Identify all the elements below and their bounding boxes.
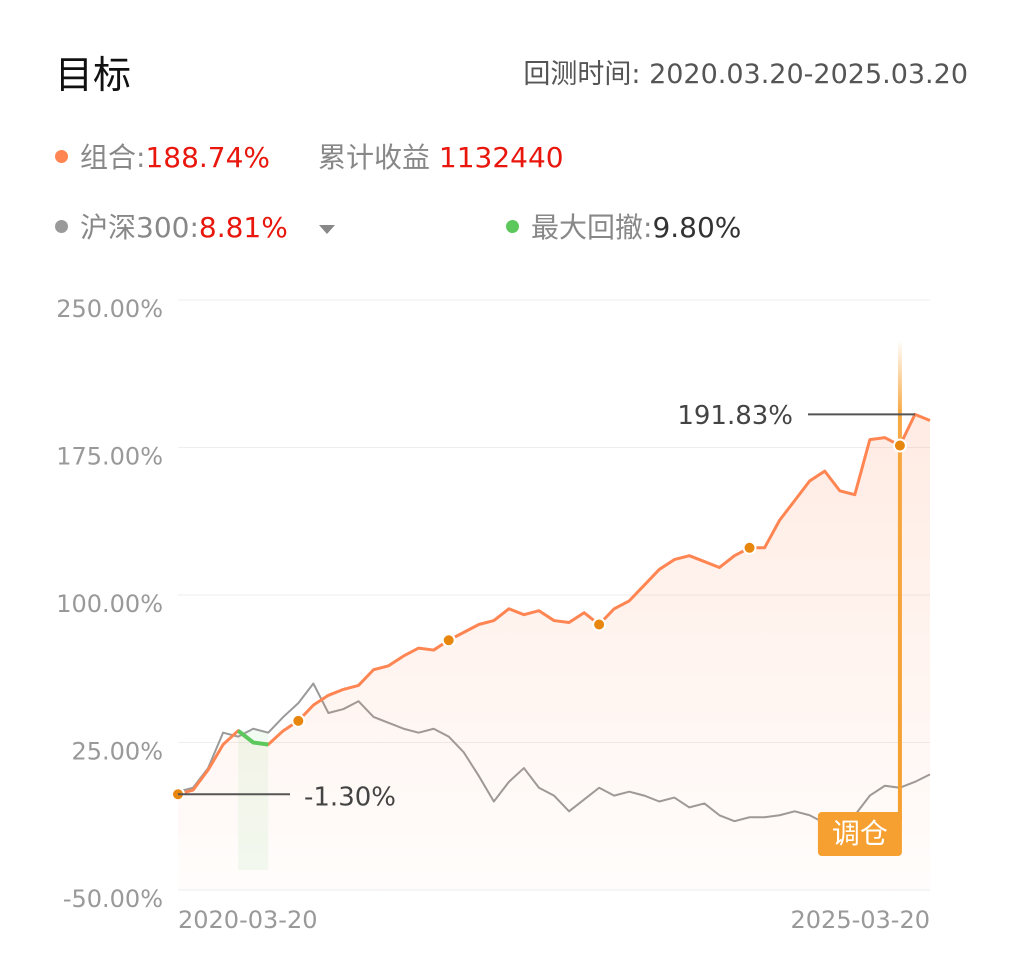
legend-value: 8.81% <box>198 211 288 244</box>
summary: 累计收益 1132440 <box>318 136 564 176</box>
rebalance-marker <box>441 633 456 648</box>
subtitle: 回测时间: 2020.03.20-2025.03.20 <box>523 59 968 90</box>
rebalance-marker <box>592 617 607 632</box>
dropdown-arrow[interactable] <box>318 224 335 234</box>
x-tick-label: 2025-03-20 <box>791 906 930 934</box>
y-tick-label: -50.00% <box>63 885 163 913</box>
legend-label: 沪深300: <box>80 211 199 244</box>
rebalance-label: 调仓 <box>832 817 888 850</box>
x-tick-label: 2020-03-20 <box>178 906 317 934</box>
y-tick-label: 175.00% <box>56 443 163 471</box>
drawdown-line <box>236 729 269 747</box>
legend-dot <box>55 219 68 233</box>
y-tick-label: 250.00% <box>56 295 163 323</box>
legend-value: 188.74% <box>145 141 271 174</box>
area <box>178 414 930 890</box>
drawdown: 最大回撤:9.80% <box>506 206 741 246</box>
legend-row: 组合:188.74% <box>55 136 270 176</box>
drawdown-value: 9.80% <box>652 211 742 244</box>
summary-label: 累计收益 <box>318 141 431 174</box>
rebalance-button[interactable] <box>817 812 902 856</box>
min-label: -1.30% <box>304 783 396 813</box>
rebalance-marker <box>742 540 757 555</box>
legend-dot <box>55 149 68 163</box>
legend-dot <box>506 219 519 233</box>
legend-row: 沪深300:8.81% <box>55 206 335 246</box>
rebalance-marker <box>291 713 306 728</box>
y-tick-label: 25.00% <box>71 738 163 766</box>
line <box>177 412 931 796</box>
rebalance-marker <box>892 438 907 453</box>
legend-label: 组合: <box>80 141 146 174</box>
rebalance-line <box>897 340 902 820</box>
max-label: 191.83% <box>677 401 793 431</box>
y-tick-label: 100.00% <box>56 590 163 618</box>
title: 目标 <box>55 53 132 97</box>
drawdown-label: 最大回撤: <box>531 211 653 244</box>
summary-value: 1132440 <box>438 141 564 174</box>
